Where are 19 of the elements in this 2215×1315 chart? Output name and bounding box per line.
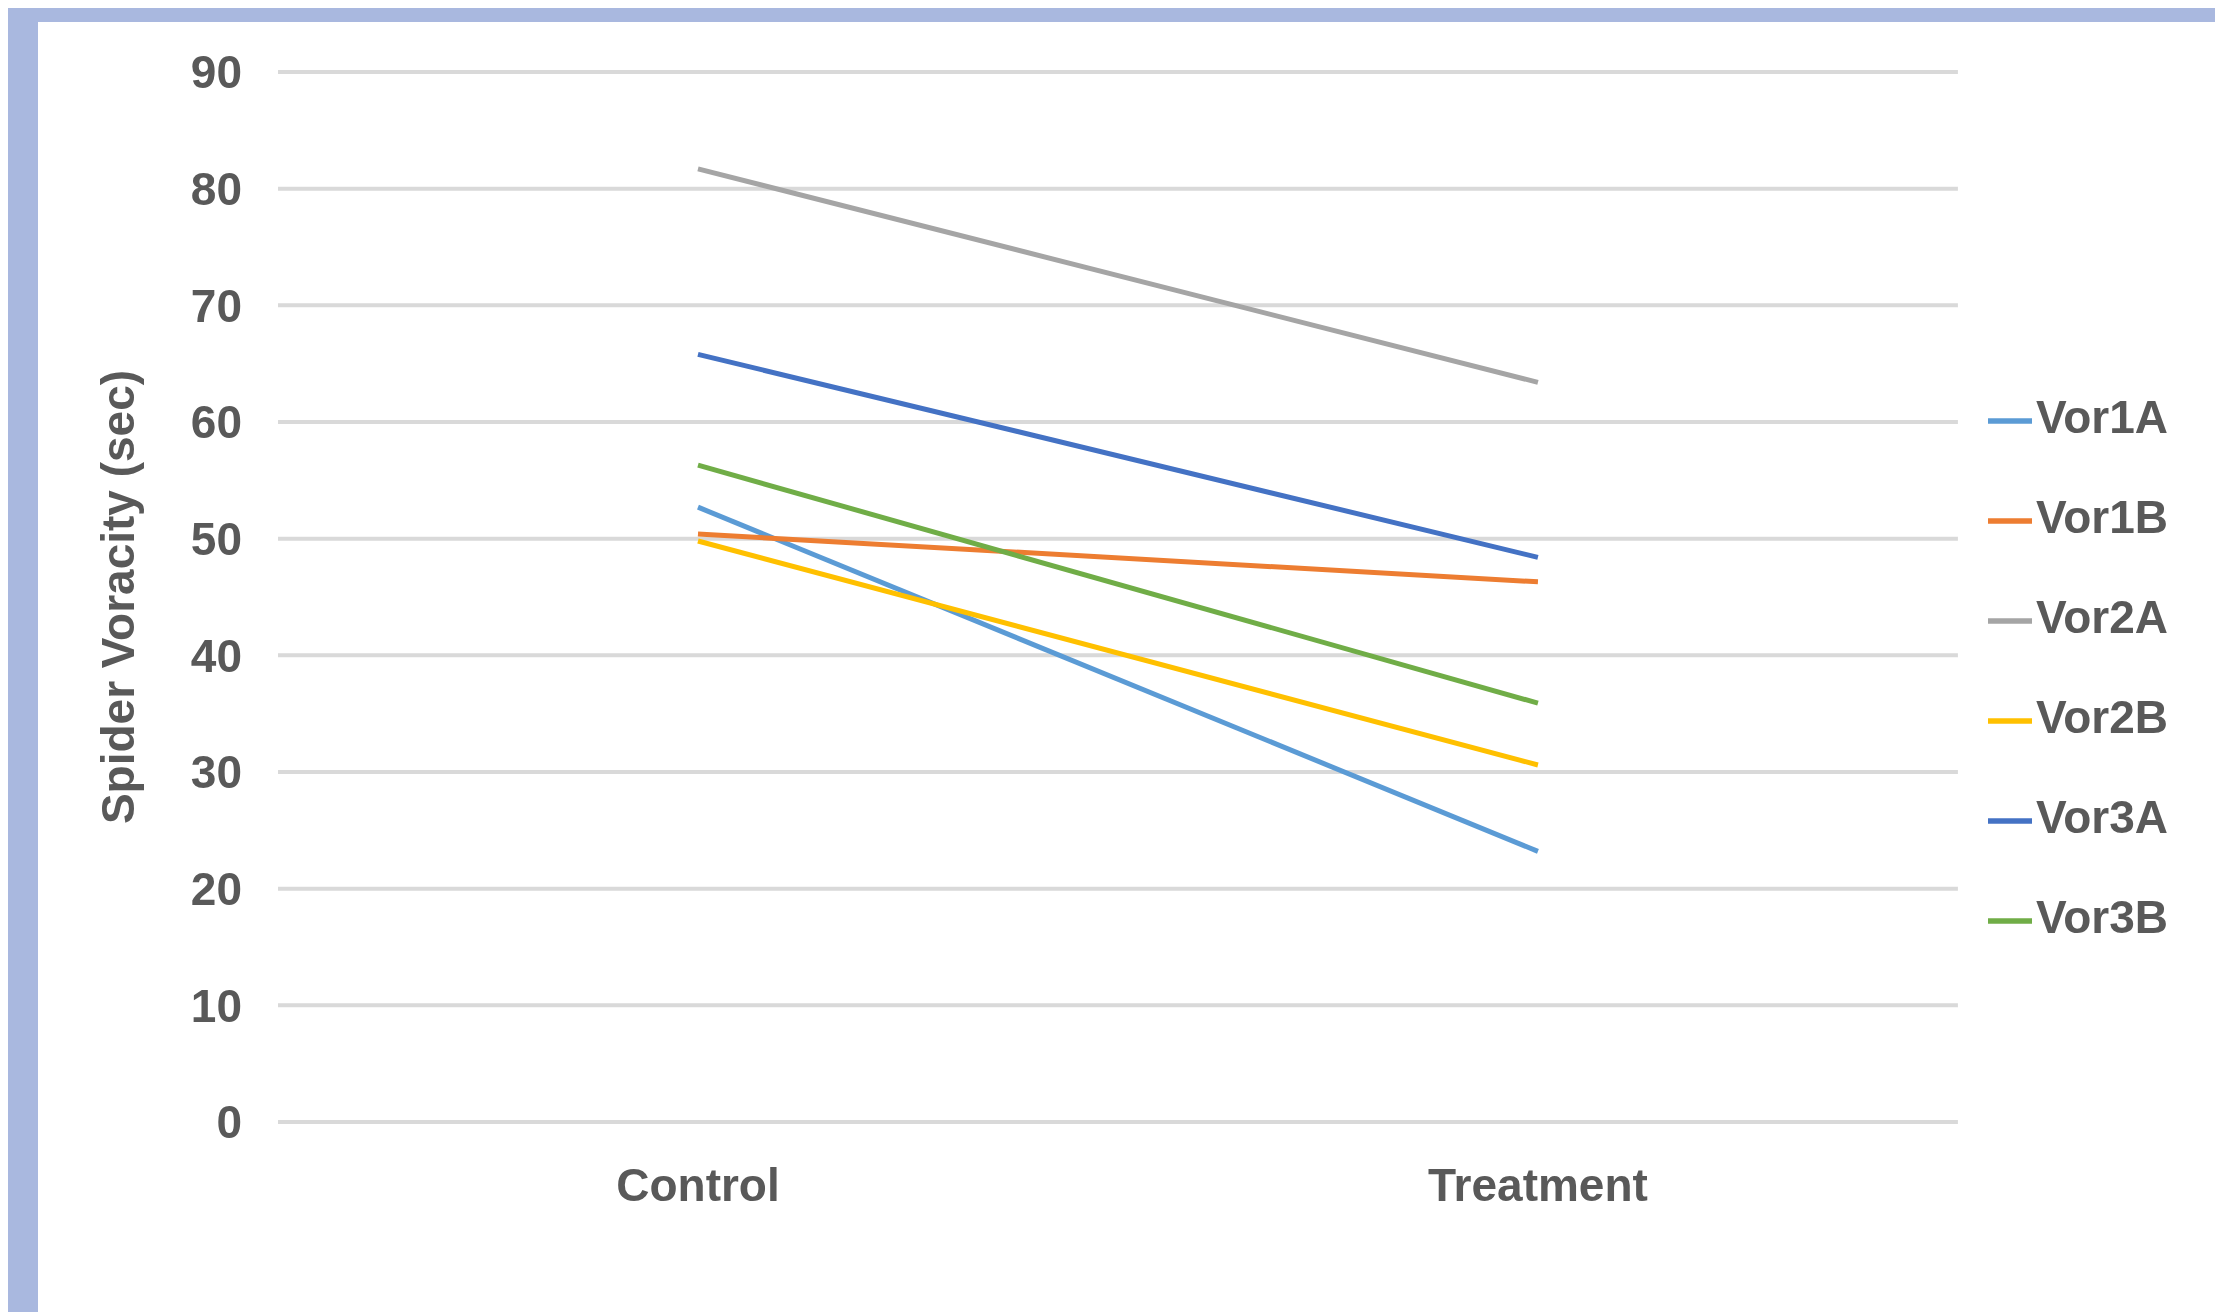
legend-label: Vor1B <box>2035 491 2168 543</box>
legend-label: Vor1A <box>2035 391 2168 443</box>
y-tick-label: 80 <box>190 163 242 215</box>
legend-label: Vor2A <box>2035 591 2168 643</box>
y-tick-label: 50 <box>190 513 242 565</box>
y-tick-label: 20 <box>190 863 242 915</box>
y-axis-title: Spider Voracity (sec) <box>92 369 145 825</box>
legend-label: Vor2B <box>2035 691 2168 743</box>
x-tick-label: Treatment <box>1428 1158 1648 1211</box>
y-tick-label: 40 <box>190 629 242 682</box>
y-tick-label: 70 <box>190 279 242 332</box>
legend-label: Vor3A <box>2035 791 2168 843</box>
y-tick-label: 60 <box>190 396 242 449</box>
y-tick-label: 90 <box>190 46 242 99</box>
x-tick-label: Control <box>616 1158 780 1211</box>
y-tick-label: 30 <box>190 746 242 799</box>
y-tick-label: 0 <box>216 1096 242 1149</box>
y-tick-label: 10 <box>190 979 242 1032</box>
legend-label: Vor3B <box>2035 891 2168 943</box>
